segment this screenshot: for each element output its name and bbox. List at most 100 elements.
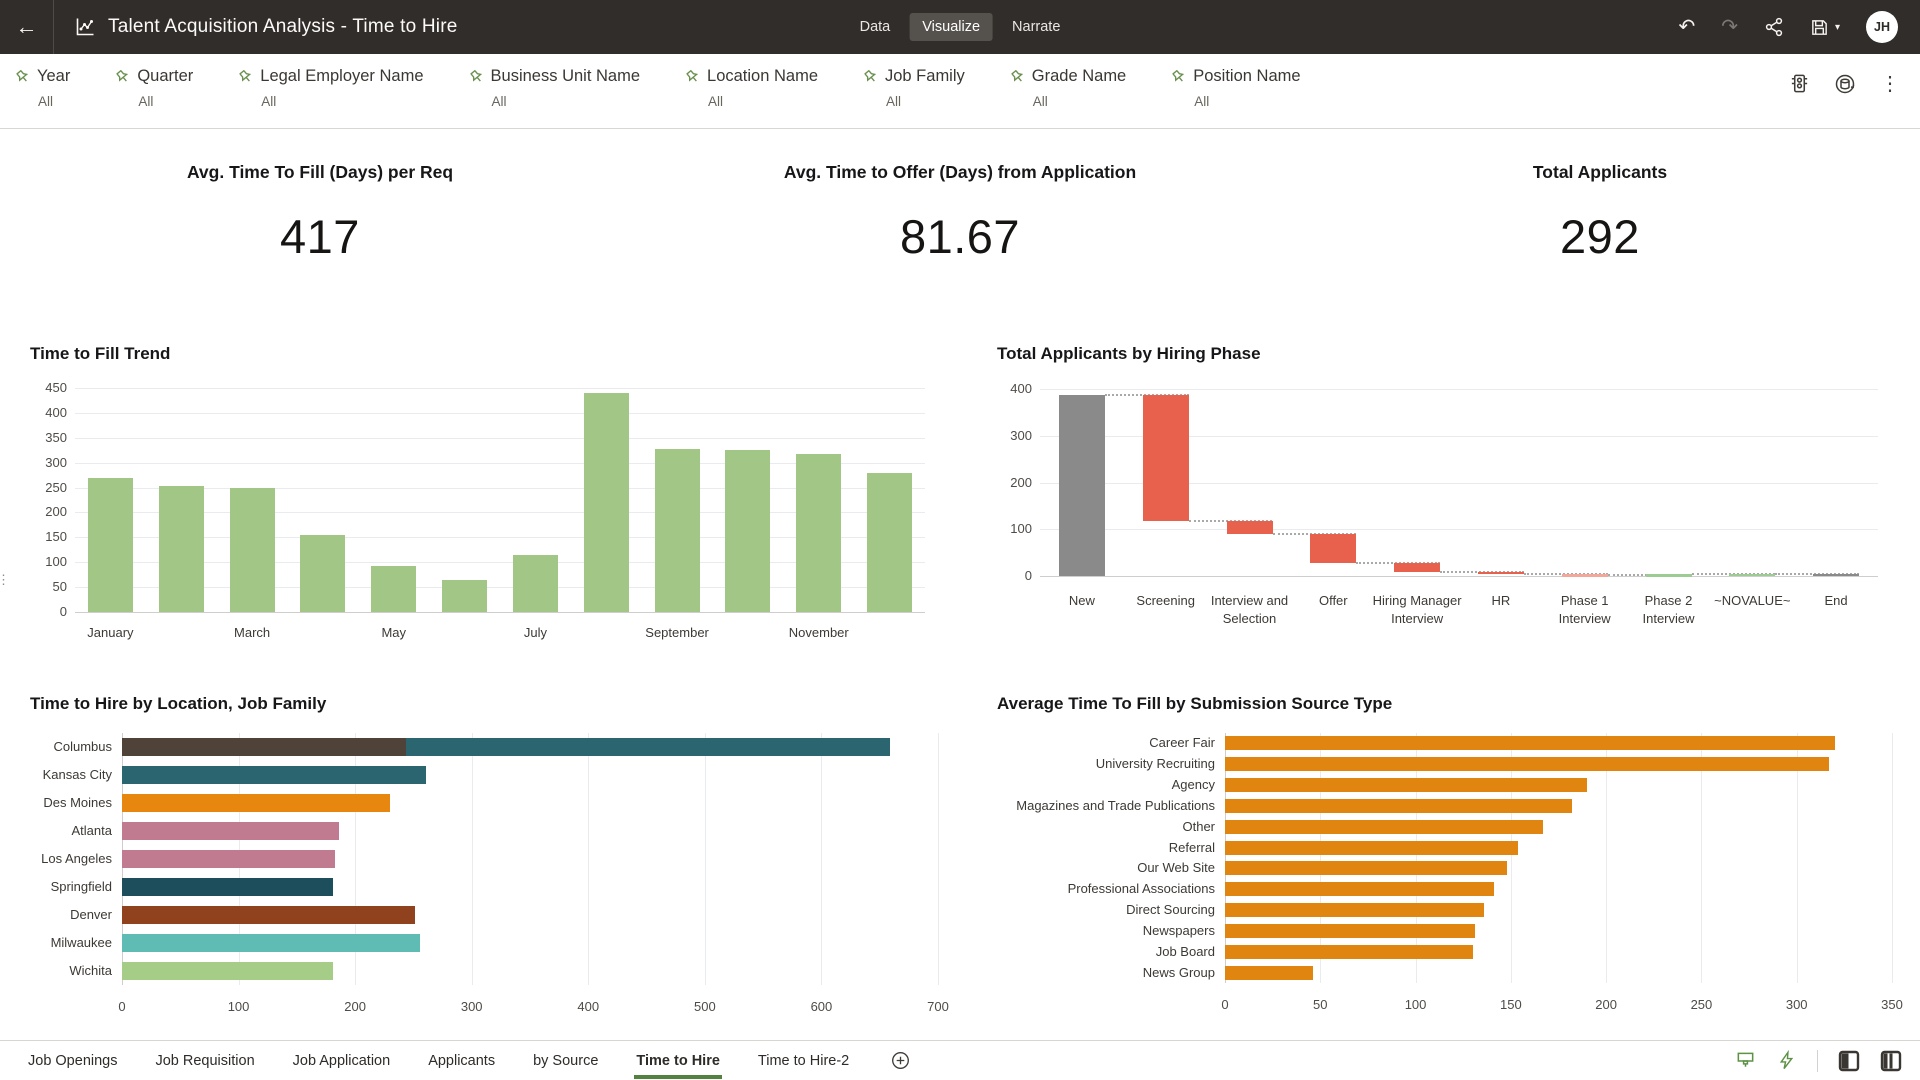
filter-controls-icon[interactable] [1789, 73, 1810, 94]
waterfall-bar[interactable] [1645, 574, 1692, 577]
time-to-fill-trend-chart[interactable]: Time to Fill Trend 450 400 350 300 250 200 150… [8, 330, 958, 665]
filter-year[interactable]: Year All [14, 67, 70, 109]
filter-business-unit-name[interactable]: Business Unit Name All [468, 67, 640, 109]
x-tick-label: Phase 1 Interview [1558, 593, 1611, 626]
applicants-by-hiring-phase-chart[interactable]: Total Applicants by Hiring Phase 400 300 2… [975, 330, 1910, 665]
waterfall-bar[interactable] [1394, 563, 1441, 572]
x-tick-label: Interview and Selection [1210, 593, 1289, 626]
row-label: Denver [70, 907, 112, 922]
waterfall-bar[interactable] [1310, 534, 1357, 564]
back-button[interactable]: ← [0, 0, 54, 54]
save-button[interactable]: ▾ [1810, 18, 1840, 37]
bar[interactable] [300, 534, 346, 612]
bar[interactable] [1225, 882, 1494, 897]
filter-location-name[interactable]: Location Name All [684, 67, 818, 109]
bar-segment[interactable] [122, 794, 391, 812]
y-tick-label: 400 [45, 404, 67, 420]
filter-grade-name[interactable]: Grade Name All [1009, 67, 1126, 109]
bar[interactable] [1225, 944, 1473, 959]
bar[interactable] [867, 472, 913, 612]
bar-segment[interactable] [122, 906, 415, 924]
kpi-avg-time-to-fill[interactable]: Avg. Time To Fill (Days) per Req 417 [186, 162, 454, 263]
bar[interactable] [1225, 903, 1485, 918]
canvas-tab-applicants[interactable]: Applicants [426, 1043, 497, 1079]
x-tick-label: Screening [1136, 593, 1195, 608]
bar[interactable] [796, 454, 842, 612]
waterfall-bar[interactable] [1058, 394, 1105, 576]
bar-segment[interactable] [122, 850, 336, 868]
bar[interactable] [1225, 861, 1508, 876]
bar-segment[interactable] [406, 738, 891, 756]
tab-data[interactable]: Data [847, 13, 904, 41]
waterfall-bar[interactable] [1561, 574, 1608, 577]
x-tick-label: 200 [344, 999, 366, 1014]
bar[interactable] [1225, 965, 1313, 980]
bar[interactable] [1225, 757, 1830, 772]
bar[interactable] [1225, 819, 1544, 834]
kebab-menu-icon[interactable]: ⋮ [1880, 73, 1900, 95]
gridline [1040, 482, 1878, 484]
waterfall-bar[interactable] [1813, 573, 1860, 577]
x-tick-label: 0 [1221, 997, 1229, 1012]
auto-apply-data-icon[interactable] [1776, 1050, 1797, 1071]
filter-position-name[interactable]: Position Name All [1170, 67, 1301, 109]
bar[interactable] [229, 487, 275, 612]
canvas-tab-time-to-hire[interactable]: Time to Hire [634, 1043, 722, 1079]
row-label: Columbus [53, 739, 112, 754]
bar-segment[interactable] [122, 934, 421, 952]
bar[interactable] [725, 450, 771, 612]
x-tick-label: 250 [1690, 997, 1713, 1012]
x-tick-label: ~NOVALUE~ [1714, 593, 1791, 608]
tab-narrate[interactable]: Narrate [999, 13, 1073, 41]
row-label: Job Board [1155, 943, 1215, 959]
kpi-total-applicants[interactable]: Total Applicants 292 [1532, 162, 1668, 263]
add-canvas-icon[interactable] [891, 1051, 910, 1070]
layout-split-panel-icon[interactable] [1880, 1050, 1902, 1072]
bar[interactable] [87, 477, 133, 612]
bar[interactable] [583, 392, 629, 612]
tab-visualize[interactable]: Visualize [909, 13, 994, 41]
canvas-tab-job-application[interactable]: Job Application [291, 1043, 393, 1079]
filter-quarter[interactable]: Quarter All [114, 67, 193, 109]
bar[interactable] [1225, 778, 1588, 793]
refresh-data-icon[interactable] [1834, 73, 1856, 95]
time-to-hire-by-location-chart[interactable]: Time to Hire by Location, Job Family 0 10… [8, 680, 958, 1038]
bar[interactable] [1225, 923, 1475, 938]
bar-segment[interactable] [122, 738, 407, 756]
waterfall-bar[interactable] [1729, 573, 1776, 577]
bar[interactable] [442, 580, 488, 612]
canvas-tab-job-openings[interactable]: Job Openings [26, 1043, 119, 1079]
canvas-tab-job-requisition[interactable]: Job Requisition [153, 1043, 256, 1079]
bar[interactable] [1225, 736, 1835, 751]
bar-segment[interactable] [122, 822, 339, 840]
avatar[interactable]: JH [1866, 11, 1898, 43]
x-tick-label: End [1824, 593, 1848, 608]
waterfall-bar[interactable] [1142, 394, 1189, 521]
top-bar: ← Talent Acquisition Analysis - Time to … [0, 0, 1920, 54]
layout-single-panel-icon[interactable] [1838, 1050, 1860, 1072]
waterfall-bar[interactable] [1477, 571, 1524, 575]
bar-segment[interactable] [122, 878, 333, 896]
bar-segment[interactable] [122, 962, 333, 980]
bar-segment[interactable] [122, 766, 427, 784]
canvas-tab-time-to-hire-2[interactable]: Time to Hire-2 [756, 1043, 851, 1079]
bar[interactable] [1225, 840, 1519, 855]
bar[interactable] [512, 554, 558, 612]
kpi-avg-time-to-offer[interactable]: Avg. Time to Offer (Days) from Applicati… [783, 162, 1137, 263]
bar[interactable] [158, 485, 204, 612]
share-icon[interactable] [1764, 17, 1784, 37]
chart-title: Average Time To Fill by Submission Sourc… [997, 694, 1393, 713]
bar[interactable] [371, 565, 417, 612]
redo-icon[interactable]: ↷ [1721, 16, 1738, 38]
filter-job-family[interactable]: Job Family All [862, 67, 965, 109]
avg-time-to-fill-by-source-chart[interactable]: Average Time To Fill by Submission Sourc… [975, 680, 1910, 1038]
panel-grip-handle[interactable]: ⋮ [0, 572, 10, 588]
waterfall-bar[interactable] [1226, 520, 1273, 535]
canvas-properties-icon[interactable] [1735, 1050, 1756, 1071]
bar[interactable] [654, 448, 700, 612]
canvas-tab-by-source[interactable]: by Source [531, 1043, 600, 1079]
undo-icon[interactable]: ↶ [1678, 16, 1696, 38]
row-label: Magazines and Trade Publications [1016, 797, 1215, 813]
bar[interactable] [1225, 798, 1572, 813]
filter-legal-employer-name[interactable]: Legal Employer Name All [237, 67, 424, 109]
